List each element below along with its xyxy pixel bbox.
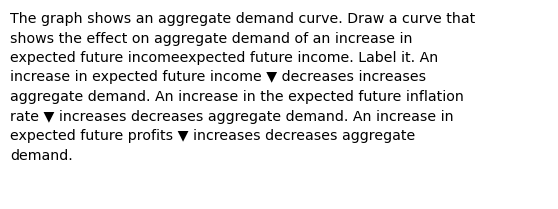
Text: rate ▼ increases decreases aggregate demand. An increase in: rate ▼ increases decreases aggregate dem… — [10, 110, 454, 124]
Text: aggregate demand. An increase in the expected future inflation: aggregate demand. An increase in the exp… — [10, 90, 464, 104]
Text: expected future profits ▼ increases decreases aggregate: expected future profits ▼ increases decr… — [10, 129, 415, 143]
Text: shows the effect on aggregate demand of an increase in: shows the effect on aggregate demand of … — [10, 32, 412, 46]
Text: expected future incomeexpected future income. Label it. An: expected future incomeexpected future in… — [10, 51, 438, 65]
Text: increase in expected future income ▼ decreases increases: increase in expected future income ▼ dec… — [10, 70, 426, 84]
Text: demand.: demand. — [10, 149, 73, 163]
Text: The graph shows an aggregate demand curve. Draw a curve that: The graph shows an aggregate demand curv… — [10, 12, 475, 26]
